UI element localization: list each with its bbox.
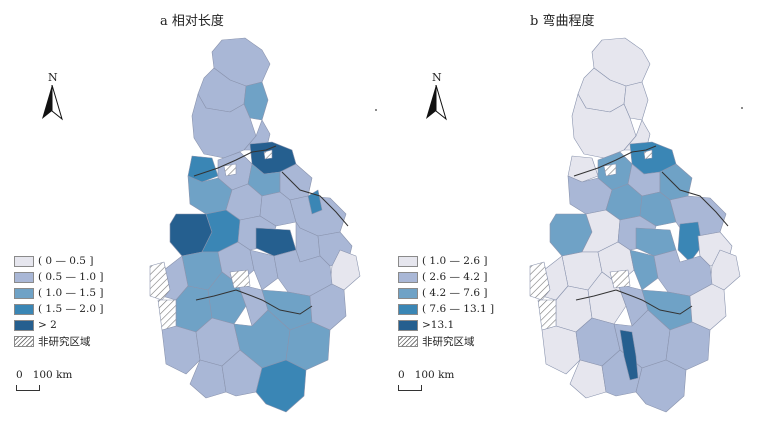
- panel-relative-length: a 相对长度: [0, 0, 379, 429]
- non-study-area-3: [609, 269, 631, 289]
- legend-swatch: [14, 255, 34, 267]
- panel-curvature: b 弯曲程度: [380, 0, 759, 429]
- province-boundary-4: [575, 289, 617, 301]
- legend-label: ( 2.6 — 4.2 ]: [422, 271, 488, 283]
- legend-label: >13.1: [422, 319, 455, 331]
- region-mid-5: [279, 163, 313, 201]
- stray-dot: [741, 107, 743, 109]
- region-s-12: [635, 359, 687, 413]
- legend-label: ( 4.2 — 7.6 ]: [422, 287, 488, 299]
- region-mid-5: [659, 163, 693, 201]
- legend-label: ( 0 — 0.5 ]: [38, 255, 94, 267]
- region-s-12: [255, 359, 307, 413]
- legend-swatch: [398, 255, 418, 267]
- province-boundary-4: [195, 289, 237, 301]
- legend-item: ( 4.2 — 7.6 ]: [398, 285, 494, 301]
- legend-label: ( 0.5 — 1.0 ]: [38, 271, 104, 283]
- region-sw-3: [249, 249, 279, 291]
- province-boundary-1: [573, 145, 657, 177]
- legend-label: > 2: [38, 319, 57, 331]
- legend-swatch: [14, 319, 34, 331]
- legend-label: ( 1.0 — 1.5 ]: [38, 287, 104, 299]
- scale-bar-label: 0 100 km: [16, 369, 73, 381]
- province-boundary-3: [235, 289, 313, 315]
- north-arrow-icon: [426, 85, 447, 121]
- legend-swatch: [398, 287, 418, 299]
- non-study-area-1: [149, 261, 171, 301]
- legend-swatch: [14, 287, 34, 299]
- scale-bar: 0 100 km: [398, 369, 454, 391]
- scale-bar: 0 100 km: [16, 369, 72, 391]
- province-boundary-2: [661, 171, 729, 227]
- legend-item: > 2: [14, 317, 103, 333]
- legend-label: 非研究区域: [38, 335, 91, 348]
- non-study-area-2: [537, 299, 557, 331]
- region-east-1: [677, 221, 703, 263]
- legend-swatch-hatch: [398, 335, 418, 347]
- stray-dot: [375, 109, 377, 111]
- region-s-6: [541, 325, 581, 375]
- legend-swatch: [398, 271, 418, 283]
- legend-label: 非研究区域: [422, 335, 475, 348]
- legend-item: ( 1.5 — 2.0 ]: [14, 301, 103, 317]
- scale-bar-line: [398, 385, 422, 391]
- region-s-9: [285, 321, 331, 371]
- north-label: N: [48, 71, 58, 84]
- legend-item: ( 2.6 — 4.2 ]: [398, 269, 494, 285]
- legend-label: ( 7.6 — 13.1 ]: [422, 303, 495, 315]
- legend-item: ( 0.5 — 1.0 ]: [14, 269, 103, 285]
- legend: ( 0 — 0.5 ] ( 0.5 — 1.0 ] ( 1.0 — 1.5 ] …: [14, 253, 103, 349]
- choropleth-map: [529, 37, 741, 413]
- region-sw-4: [273, 249, 333, 297]
- choropleth-map: [149, 37, 361, 413]
- non-study-area-4: [223, 163, 237, 177]
- non-study-area-4: [603, 163, 617, 177]
- region-s-9: [665, 321, 711, 371]
- legend-item: ( 0 — 0.5 ]: [14, 253, 103, 269]
- legend-swatch-hatch: [14, 335, 34, 347]
- legend-label: ( 1.5 — 2.0 ]: [38, 303, 104, 315]
- province-boundary-1: [193, 145, 277, 177]
- north-arrow-icon: [42, 85, 63, 121]
- legend-item: >13.1: [398, 317, 494, 333]
- legend-item: ( 1.0 — 1.5 ]: [14, 285, 103, 301]
- legend-swatch: [398, 319, 418, 331]
- panel-title: b 弯曲程度: [530, 14, 595, 29]
- legend: ( 1.0 — 2.6 ] ( 2.6 — 4.2 ] ( 4.2 — 7.6 …: [398, 253, 494, 349]
- legend-item: ( 7.6 — 13.1 ]: [398, 301, 494, 317]
- legend-item: 非研究区域: [398, 333, 494, 349]
- legend-swatch: [14, 271, 34, 283]
- legend-item: 非研究区域: [14, 333, 103, 349]
- non-study-area-2: [157, 299, 177, 331]
- region-s-10: [189, 359, 227, 399]
- legend-swatch: [398, 303, 418, 315]
- region-s-dark: [619, 329, 639, 381]
- non-study-area-1: [529, 261, 551, 301]
- region-s-6: [161, 325, 201, 375]
- non-study-area-5: [643, 149, 653, 160]
- non-study-area-5: [263, 149, 273, 160]
- legend-item: ( 1.0 — 2.6 ]: [398, 253, 494, 269]
- legend-swatch: [14, 303, 34, 315]
- region-s-10: [569, 359, 607, 399]
- non-study-area-3: [229, 269, 251, 289]
- province-boundary-2: [281, 171, 349, 227]
- province-boundary-3: [615, 289, 693, 315]
- scale-bar-line: [16, 385, 40, 391]
- north-label: N: [432, 71, 442, 84]
- region-sw-3: [629, 249, 659, 291]
- legend-label: ( 1.0 — 2.6 ]: [422, 255, 488, 267]
- region-sw-4: [653, 249, 713, 297]
- panel-title: a 相对长度: [160, 14, 224, 29]
- scale-bar-label: 0 100 km: [398, 369, 455, 381]
